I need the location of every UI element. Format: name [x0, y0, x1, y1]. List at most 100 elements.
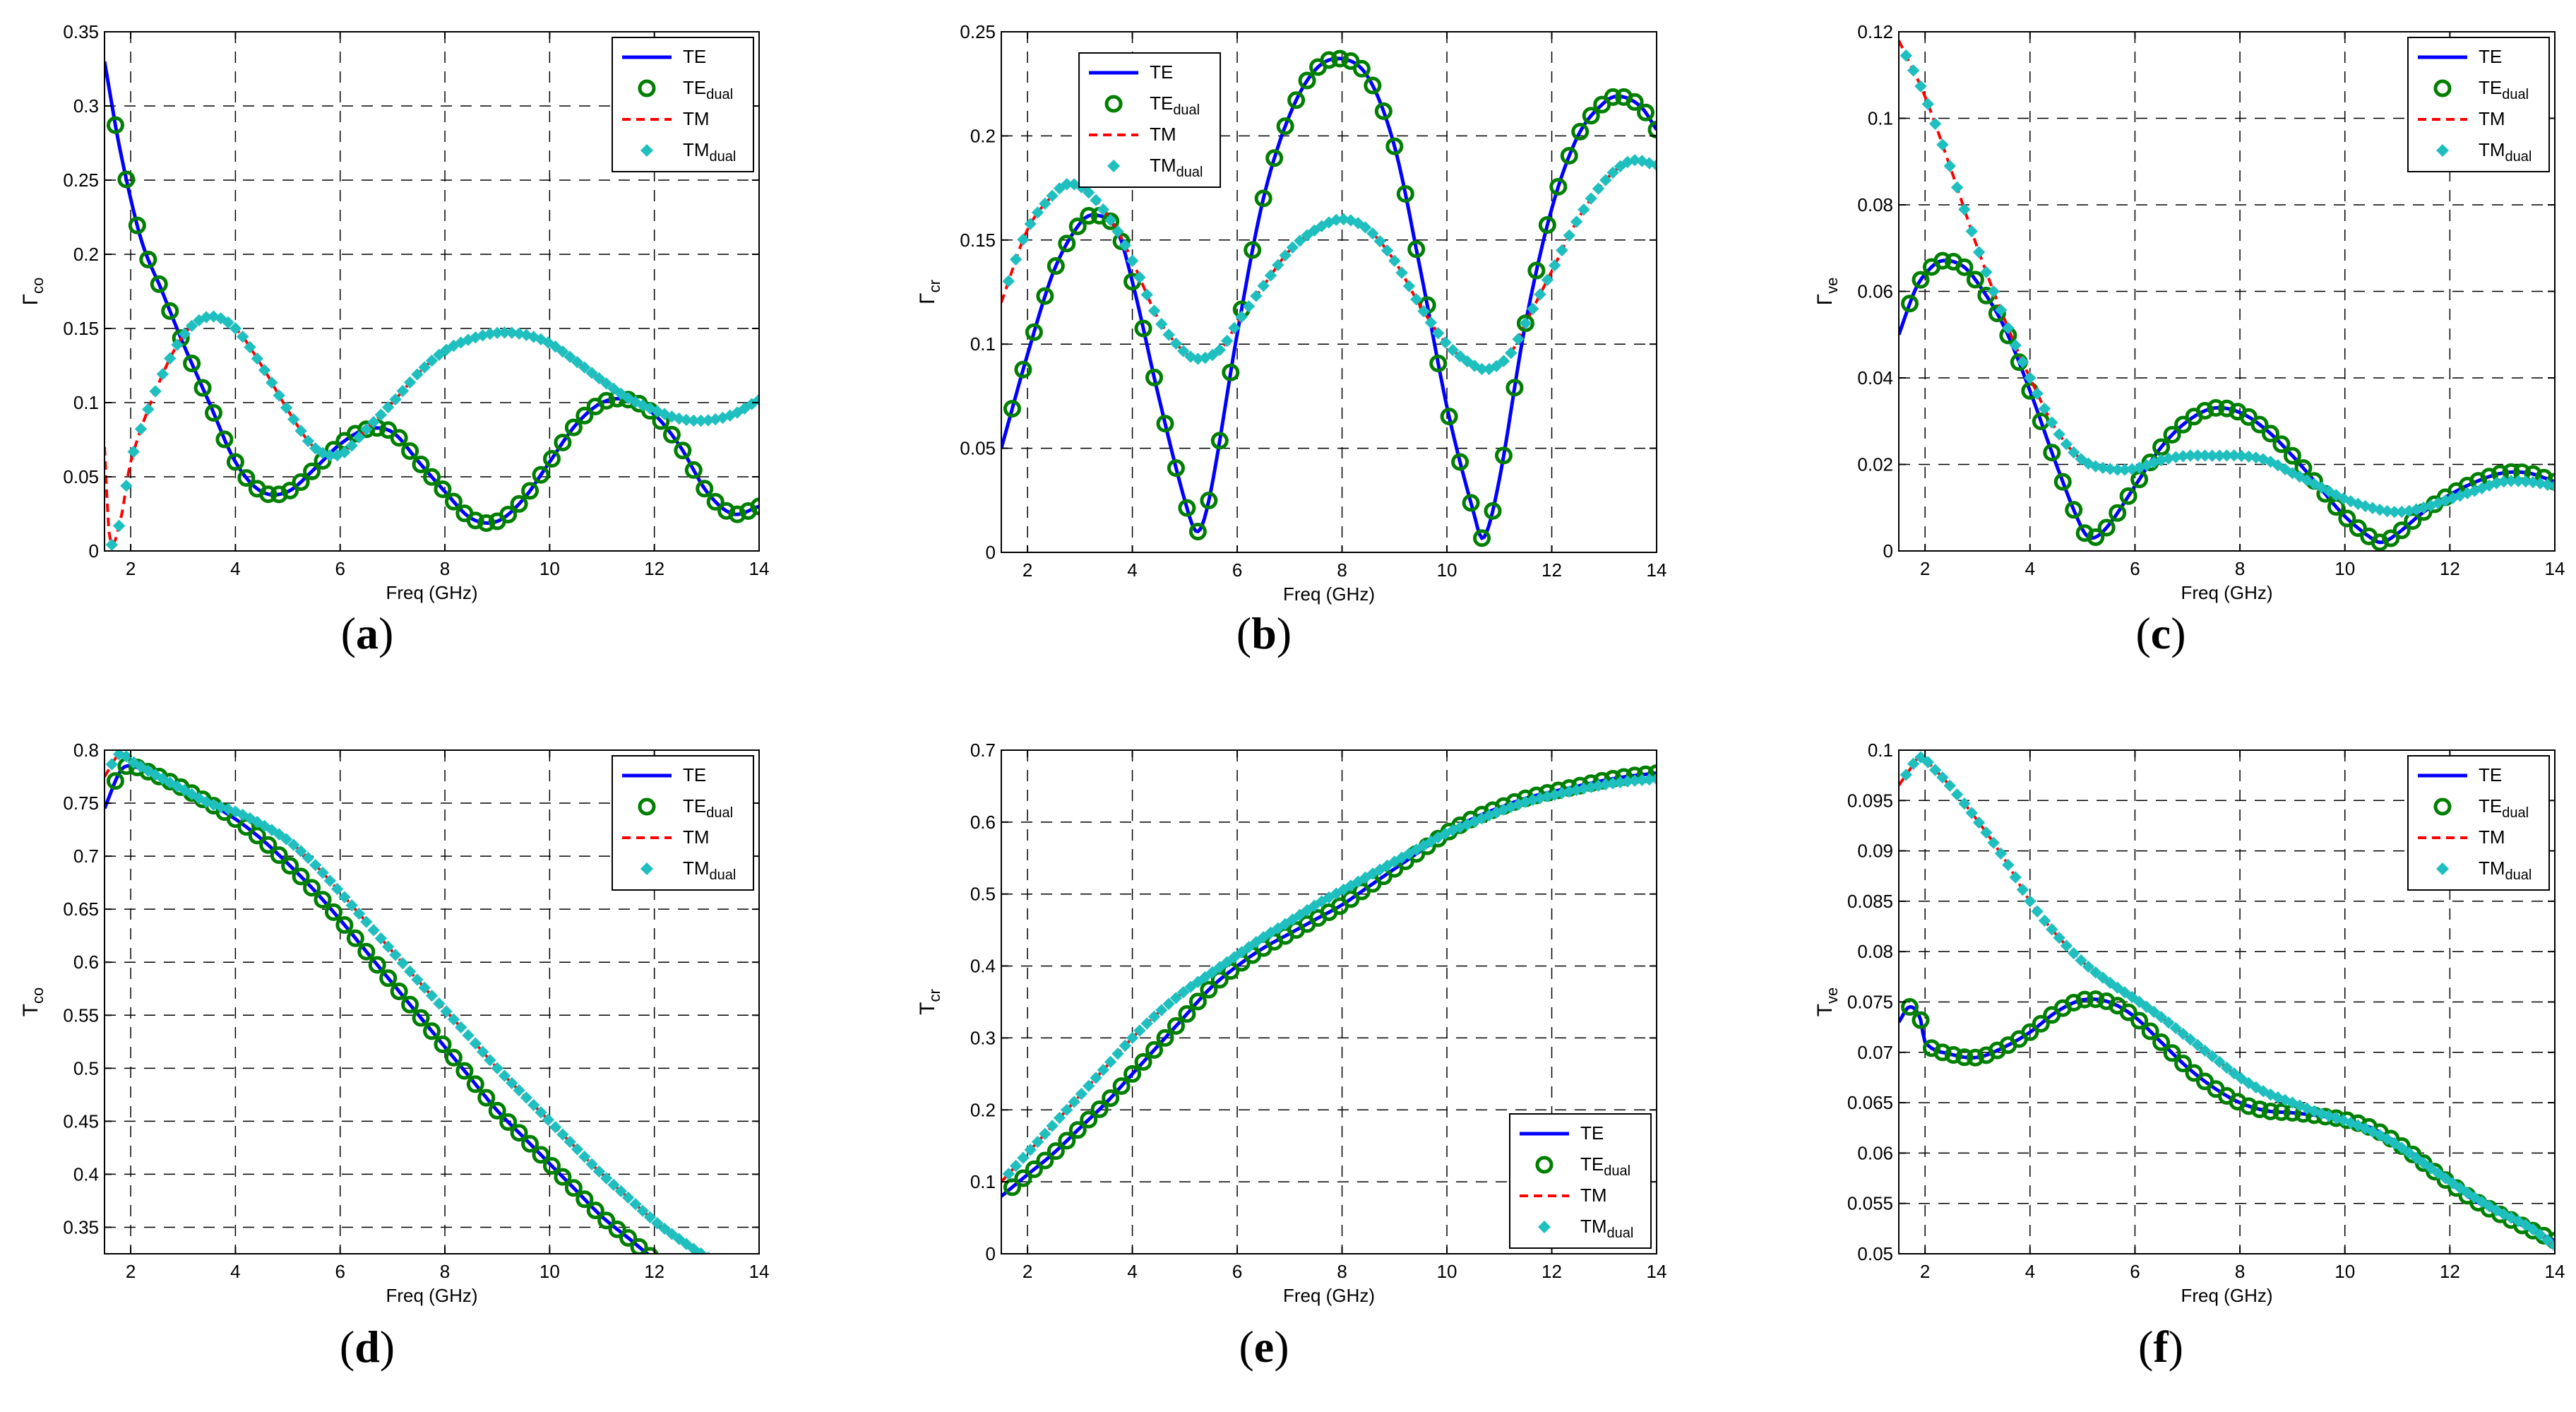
y-tick-label: 0.15	[960, 230, 996, 251]
legend-label: TM	[1580, 1185, 1607, 1206]
marker-te-dual	[521, 1134, 539, 1153]
marker-te-dual	[1156, 1028, 1174, 1047]
marker-tm-dual	[564, 350, 576, 363]
marker-tm-dual	[506, 326, 518, 339]
marker-tm-dual	[1199, 971, 1212, 984]
marker-tm-dual	[1556, 244, 1568, 257]
marker-te-dual	[1036, 1151, 1054, 1170]
marker-tm-dual	[621, 1191, 635, 1204]
marker-tm-dual	[2534, 1228, 2547, 1241]
marker-tm-dual	[2046, 923, 2058, 936]
marker-te-dual	[1966, 271, 1984, 289]
marker-te-dual	[1385, 137, 1404, 155]
y-tick-label: 0.25	[63, 170, 99, 191]
marker-tm-dual	[294, 425, 307, 437]
marker-te-dual	[2261, 425, 2279, 443]
marker-tm-dual	[687, 1242, 700, 1254]
marker-tm-dual	[1301, 229, 1313, 242]
marker-tm-dual	[1914, 80, 1927, 93]
marker-tm-dual	[2395, 1141, 2408, 1154]
marker-tm-dual	[1272, 259, 1284, 271]
marker-tm-dual	[1921, 756, 1934, 769]
marker-te-dual	[2053, 473, 2072, 491]
marker-tm-dual	[171, 338, 184, 351]
legend-label: TMdual	[2479, 139, 2532, 165]
legend-box	[2407, 37, 2550, 172]
marker-te-dual	[1058, 235, 1076, 253]
marker-te-dual	[564, 418, 583, 437]
marker-tm-dual	[1206, 966, 1219, 979]
marker-tm-dual	[549, 340, 562, 353]
x-tick-label: 12	[644, 558, 664, 579]
marker-te-dual	[1156, 415, 1174, 433]
x-axis-label: Freq (GHz)	[2181, 1285, 2273, 1306]
y-tick-label: 0.09	[1857, 841, 1893, 862]
y-axis-label: Tcr	[916, 989, 943, 1015]
marker-tm-dual	[564, 1135, 576, 1149]
marker-tm-dual	[1242, 941, 1256, 954]
y-tick-label: 0.055	[1847, 1193, 1893, 1214]
marker-tm-dual	[2002, 858, 2015, 872]
marker-te-dual	[1966, 1048, 1984, 1067]
y-tick-label: 0.12	[1857, 21, 1893, 42]
legend: TE TEdual TM TMdual	[612, 755, 754, 891]
marker-te-dual	[1068, 217, 1087, 235]
marker-tm-dual	[571, 355, 584, 369]
marker-tm-dual	[163, 352, 177, 365]
marker-tm-dual	[294, 845, 307, 858]
marker-te-dual	[608, 1220, 626, 1238]
marker-te-dual	[1900, 998, 1919, 1016]
marker-te-dual	[1036, 287, 1054, 305]
marker-tm-dual	[1563, 229, 1575, 242]
y-axis-label: Tve	[1813, 987, 1841, 1017]
x-tick-label: 14	[749, 558, 770, 579]
marker-tm-dual	[1950, 181, 1964, 194]
y-tick-label: 0.25	[960, 21, 996, 42]
marker-te-dual	[1188, 992, 1207, 1011]
marker-te-dual	[2163, 425, 2181, 444]
marker-tm-dual	[374, 932, 388, 945]
marker-tm-dual	[367, 924, 380, 937]
marker-tm-dual	[1366, 227, 1379, 240]
y-tick-label: 0.02	[1857, 454, 1893, 475]
marker-tm-dual	[1264, 269, 1277, 282]
marker-te-dual	[1330, 49, 1349, 68]
legend-label: TM	[683, 826, 710, 848]
marker-tm-dual	[1534, 288, 1546, 301]
marker-tm-dual	[2016, 355, 2029, 369]
marker-tm-dual	[2162, 1016, 2175, 1029]
y-tick-label: 0.065	[1847, 1092, 1893, 1113]
marker-tm-dual	[1402, 280, 1416, 292]
marker-tm-dual	[1177, 345, 1190, 357]
y-tick-label: 0.1	[73, 392, 99, 413]
x-tick-label: 6	[1232, 559, 1242, 581]
marker-te-dual	[412, 456, 430, 474]
marker-te-dual	[1451, 453, 1469, 471]
y-tick-label: 0	[1883, 540, 1893, 562]
marker-tm-dual	[1585, 192, 1597, 205]
panel-label-e: (e)	[1239, 1322, 1289, 1372]
marker-tm-dual	[1980, 826, 1993, 839]
marker-tm-dual	[222, 316, 234, 329]
marker-tm-dual	[2402, 1146, 2416, 1159]
marker-te-dual	[1298, 71, 1316, 90]
marker-te-dual	[1505, 379, 1524, 397]
marker-te-dual	[2130, 1011, 2149, 1030]
marker-te-dual	[662, 425, 681, 444]
marker-te-dual	[1014, 360, 1032, 379]
marker-te-dual	[2196, 402, 2214, 420]
marker-te-dual	[597, 391, 616, 410]
marker-te-dual	[1527, 261, 1546, 280]
marker-te-dual	[532, 465, 550, 484]
marker-te-dual	[1955, 258, 1974, 276]
marker-tm-dual	[1388, 254, 1401, 267]
legend: TE TEdual TM TMdual	[1509, 1113, 1652, 1249]
y-tick-label: 0.45	[63, 1110, 99, 1132]
marker-tm-dual	[1490, 360, 1503, 372]
marker-te-dual	[554, 1168, 572, 1186]
marker-tm-dual	[1083, 186, 1095, 199]
marker-te-dual	[477, 1088, 496, 1107]
x-tick-label: 12	[2440, 1261, 2460, 1282]
y-axis-label: Γcr	[916, 280, 943, 304]
marker-te-dual	[2152, 1033, 2171, 1052]
